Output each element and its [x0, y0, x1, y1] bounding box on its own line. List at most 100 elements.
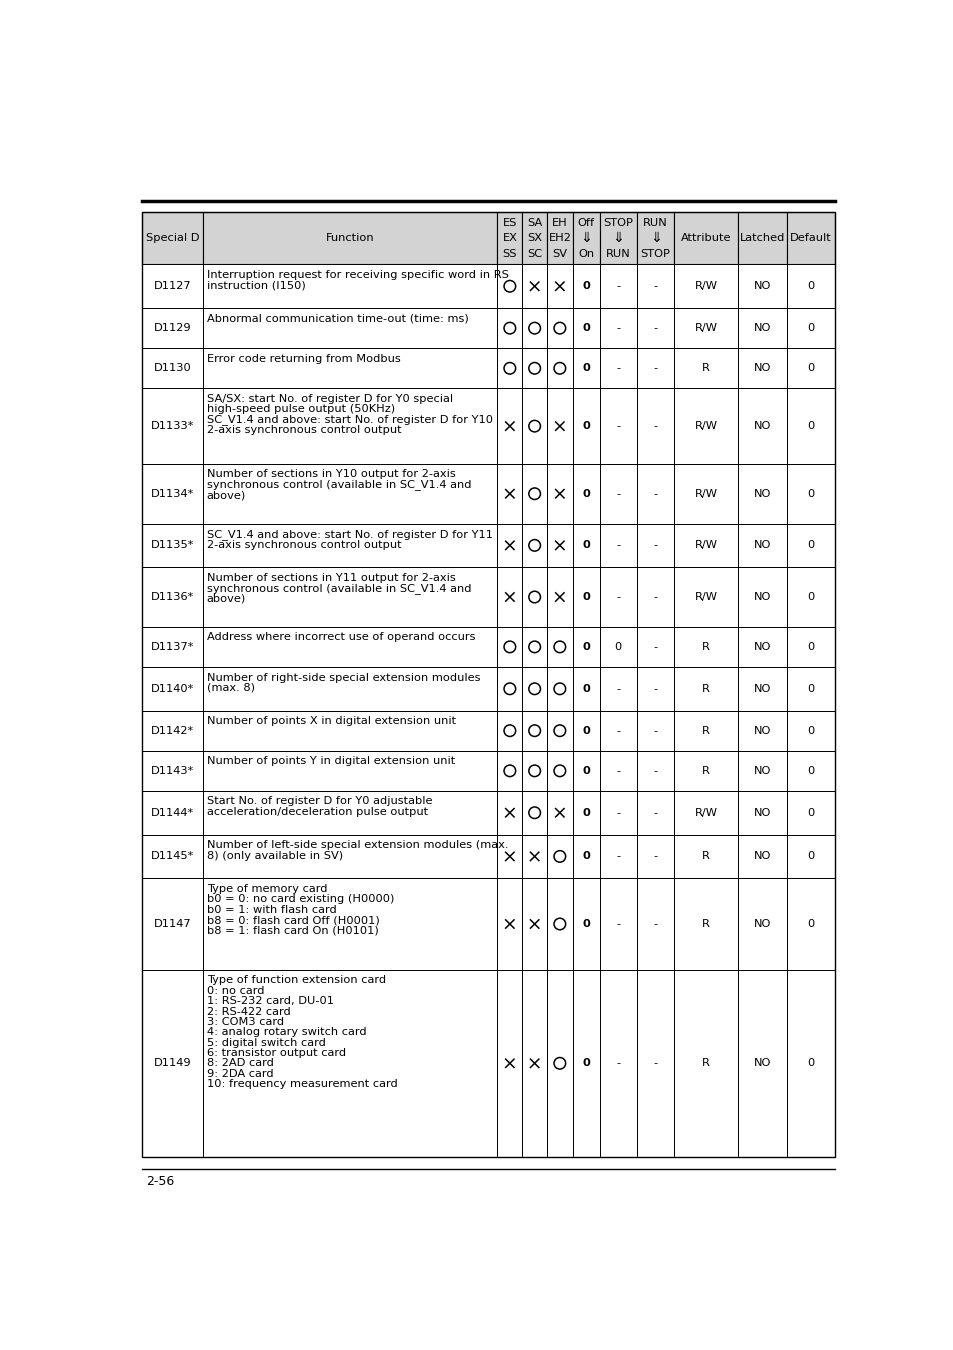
Text: 10: frequency measurement card: 10: frequency measurement card: [207, 1079, 397, 1089]
Text: -: -: [616, 684, 619, 694]
Bar: [572, 710, 599, 751]
Bar: [785, 567, 835, 626]
Bar: [572, 791, 599, 834]
Bar: [497, 464, 521, 524]
Text: 0: 0: [806, 363, 814, 374]
Text: -: -: [653, 323, 657, 333]
Bar: [203, 969, 497, 1157]
Text: Attribute: Attribute: [679, 234, 730, 243]
Text: D1135*: D1135*: [151, 540, 194, 551]
Bar: [674, 710, 737, 751]
Text: -: -: [653, 919, 657, 929]
Text: D1147: D1147: [153, 919, 192, 929]
Bar: [737, 308, 785, 348]
Bar: [142, 834, 203, 879]
Bar: [521, 389, 546, 464]
Text: D1145*: D1145*: [151, 852, 194, 861]
Text: -: -: [653, 852, 657, 861]
Bar: [785, 834, 835, 879]
Bar: [785, 667, 835, 710]
Text: Number of points Y in digital extension unit: Number of points Y in digital extension …: [207, 756, 455, 767]
Text: -: -: [653, 807, 657, 818]
Bar: [572, 212, 599, 265]
Bar: [546, 879, 572, 969]
Text: 0: 0: [806, 281, 814, 292]
Bar: [785, 524, 835, 567]
Text: D1127: D1127: [153, 281, 192, 292]
Bar: [497, 308, 521, 348]
Bar: [599, 389, 637, 464]
Text: D1134*: D1134*: [151, 489, 194, 498]
Text: 0: 0: [806, 765, 814, 776]
Bar: [737, 464, 785, 524]
Bar: [785, 969, 835, 1157]
Text: 0: 0: [581, 684, 590, 694]
Bar: [142, 751, 203, 791]
Text: instruction (I150): instruction (I150): [207, 281, 305, 290]
Bar: [785, 710, 835, 751]
Bar: [737, 834, 785, 879]
Bar: [637, 626, 674, 667]
Bar: [142, 969, 203, 1157]
Bar: [637, 710, 674, 751]
Text: -: -: [616, 807, 619, 818]
Bar: [785, 265, 835, 308]
Text: Number of sections in Y10 output for 2-axis: Number of sections in Y10 output for 2-a…: [207, 470, 456, 479]
Bar: [599, 265, 637, 308]
Bar: [737, 667, 785, 710]
Bar: [546, 751, 572, 791]
Bar: [599, 567, 637, 626]
Bar: [599, 791, 637, 834]
Text: -: -: [653, 540, 657, 551]
Text: ⇓: ⇓: [612, 231, 623, 246]
Bar: [785, 308, 835, 348]
Bar: [674, 464, 737, 524]
Bar: [142, 667, 203, 710]
Bar: [546, 464, 572, 524]
Text: NO: NO: [753, 765, 770, 776]
Text: Number of right-side special extension modules: Number of right-side special extension m…: [207, 672, 479, 683]
Bar: [737, 969, 785, 1157]
Text: Special D: Special D: [146, 234, 199, 243]
Text: 0: 0: [581, 363, 590, 374]
Bar: [203, 389, 497, 464]
Bar: [737, 524, 785, 567]
Bar: [674, 751, 737, 791]
Text: NO: NO: [753, 323, 770, 333]
Text: -: -: [616, 1058, 619, 1068]
Text: 0: 0: [806, 540, 814, 551]
Bar: [737, 626, 785, 667]
Bar: [497, 567, 521, 626]
Text: NO: NO: [753, 641, 770, 652]
Bar: [674, 265, 737, 308]
Text: 0: 0: [806, 1058, 814, 1068]
Bar: [674, 879, 737, 969]
Text: Default: Default: [789, 234, 831, 243]
Bar: [203, 626, 497, 667]
Bar: [737, 710, 785, 751]
Text: R: R: [701, 641, 709, 652]
Text: RUN: RUN: [642, 217, 667, 228]
Text: -: -: [616, 323, 619, 333]
Text: 0: 0: [581, 641, 590, 652]
Text: -: -: [616, 363, 619, 374]
Bar: [142, 464, 203, 524]
Text: EH2: EH2: [548, 234, 571, 243]
Bar: [572, 265, 599, 308]
Bar: [497, 710, 521, 751]
Text: 0: 0: [581, 765, 590, 776]
Text: 0: 0: [614, 641, 621, 652]
Bar: [737, 389, 785, 464]
Bar: [785, 212, 835, 265]
Text: above): above): [207, 490, 246, 501]
Bar: [203, 308, 497, 348]
Bar: [572, 751, 599, 791]
Bar: [546, 348, 572, 389]
Bar: [546, 667, 572, 710]
Bar: [637, 969, 674, 1157]
Bar: [497, 524, 521, 567]
Bar: [497, 879, 521, 969]
Text: -: -: [616, 540, 619, 551]
Text: ⇓: ⇓: [579, 231, 592, 246]
Text: b8 = 1: flash card On (H0101): b8 = 1: flash card On (H0101): [207, 925, 378, 936]
